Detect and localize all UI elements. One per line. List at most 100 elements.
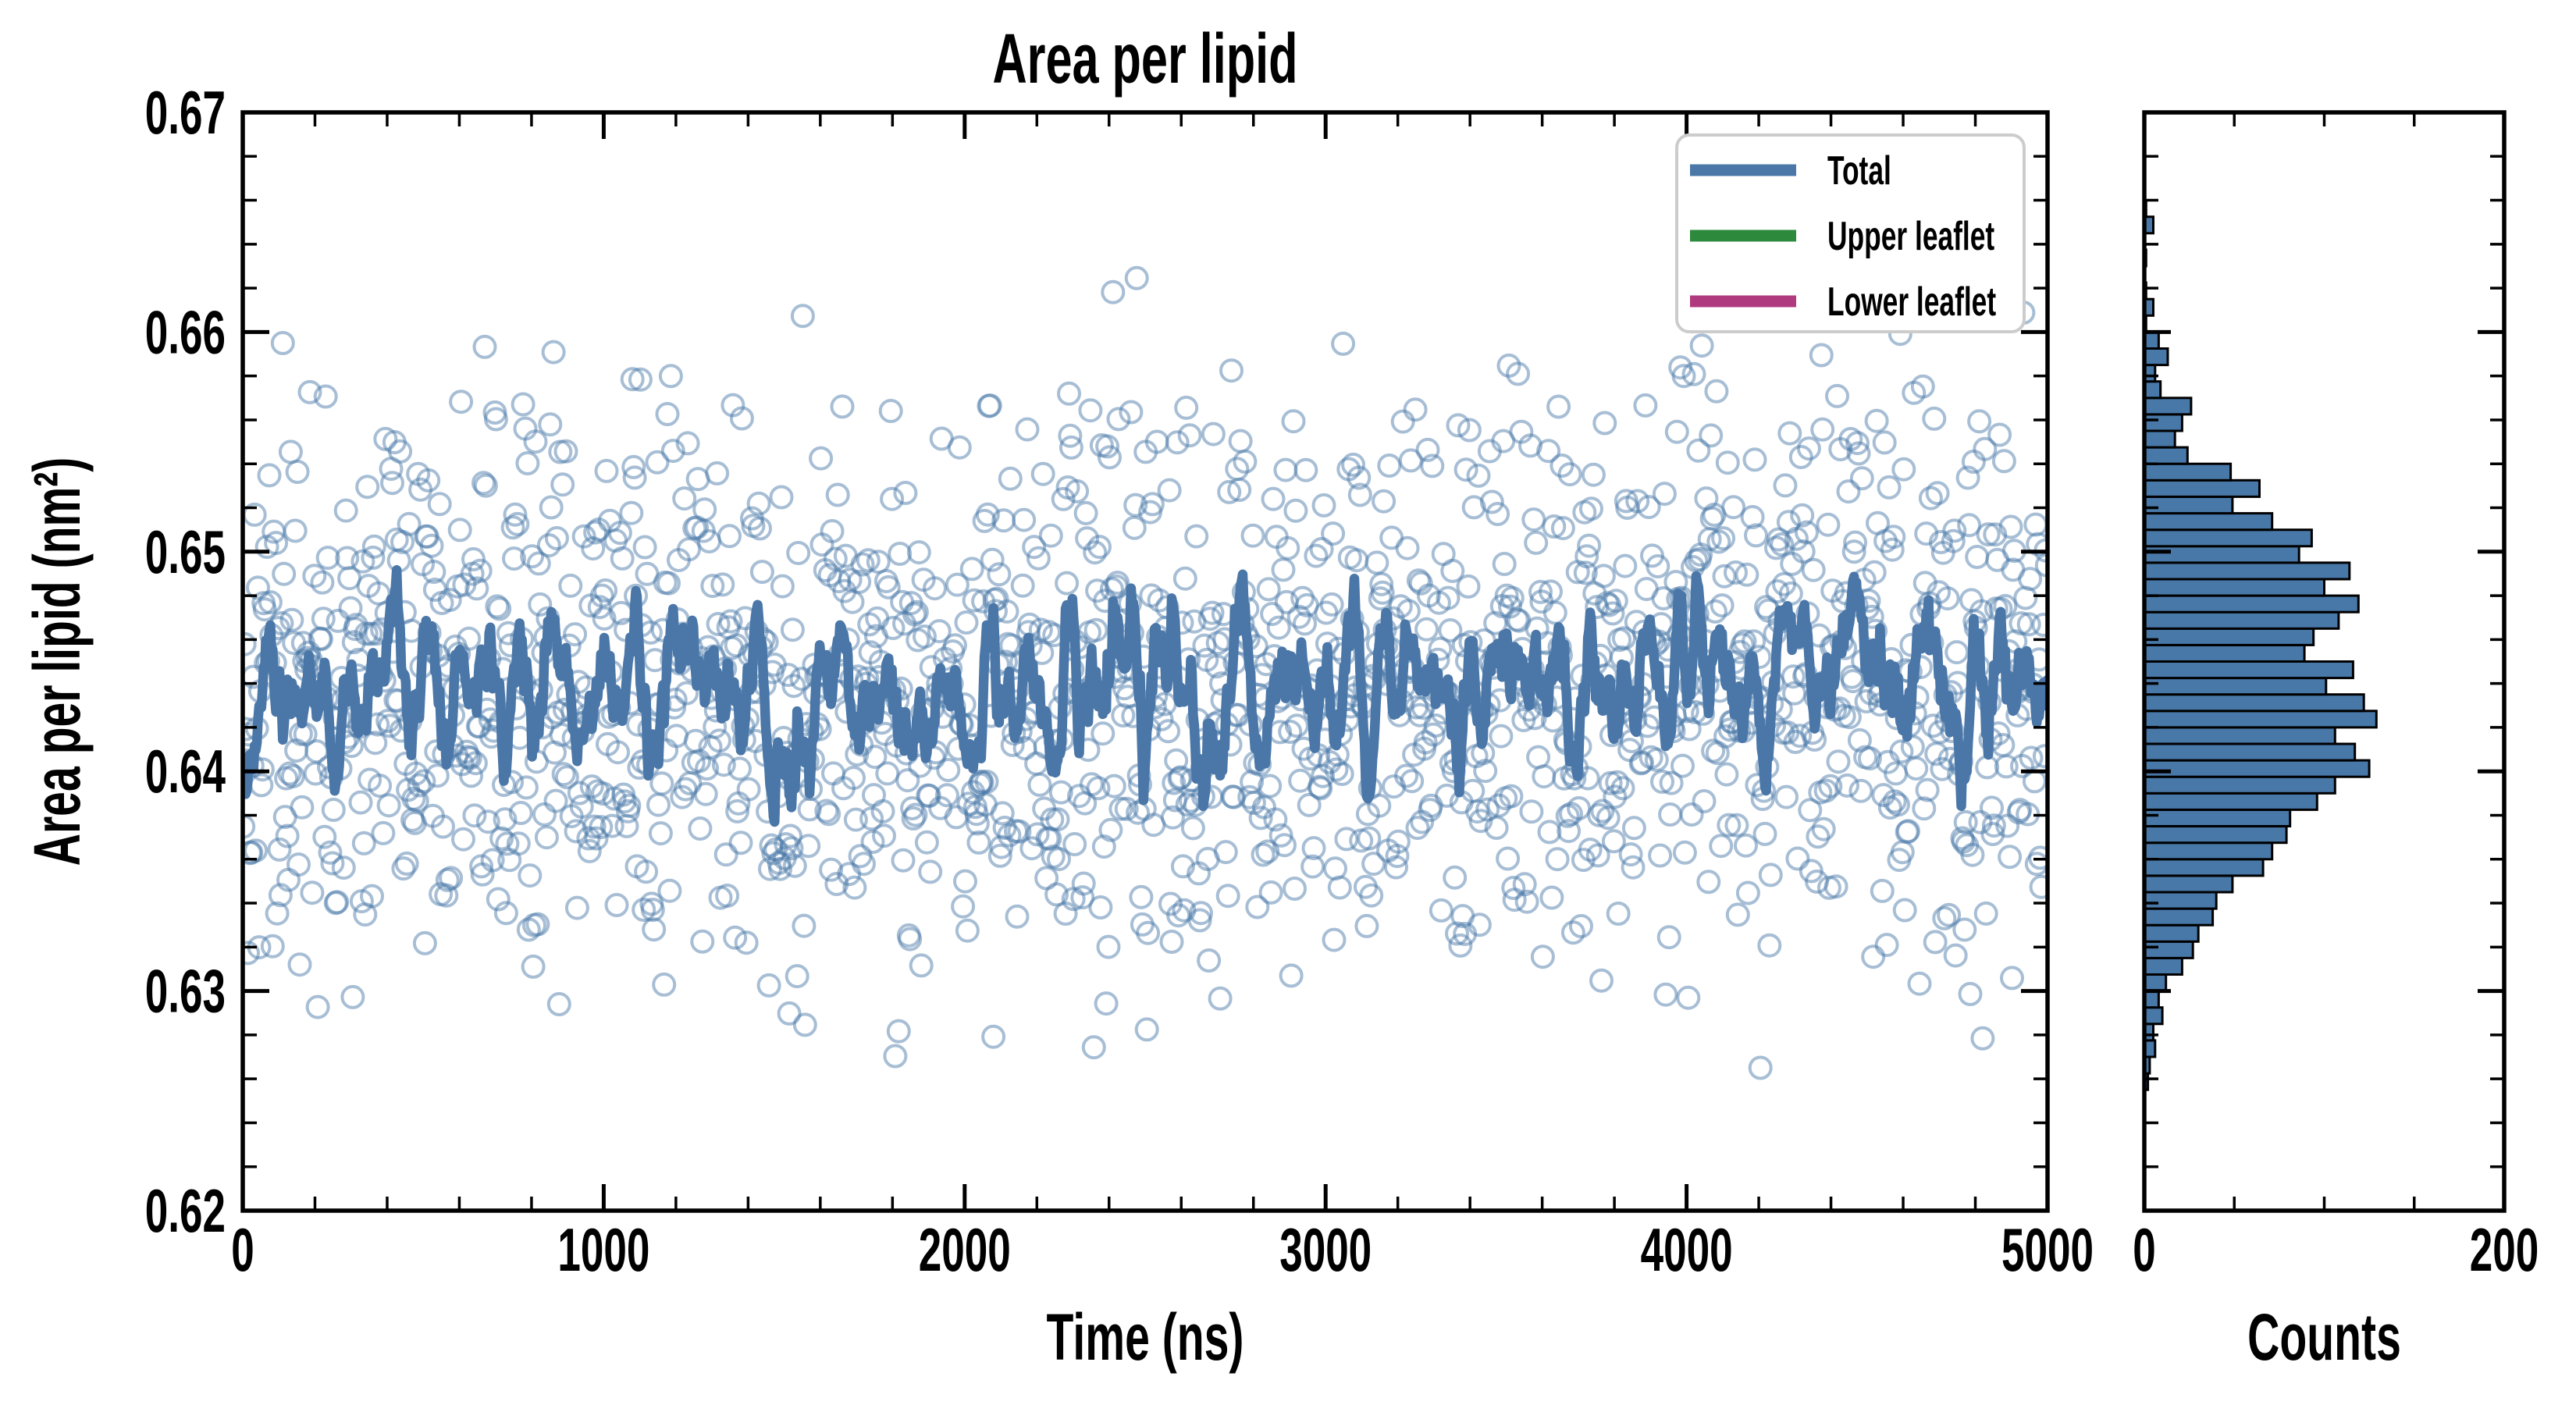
scatter-point (820, 519, 845, 543)
scatter-point (1241, 791, 1266, 815)
scatter-point (1532, 764, 1557, 789)
scatter-point (1777, 421, 1802, 446)
scatter-point (1375, 838, 1400, 863)
scatter-point (1022, 535, 1047, 560)
scatter-point (1319, 592, 1344, 617)
scatter-point (914, 830, 939, 855)
scatter-point (875, 761, 900, 786)
scatter-point (2008, 611, 2033, 636)
scatter-point (300, 880, 325, 905)
scatter-point (1526, 745, 1551, 770)
scatter-point (790, 304, 815, 329)
scatter-point (692, 497, 717, 522)
scatter-point (1493, 786, 1518, 811)
scatter-point (493, 807, 518, 832)
scatter-point (325, 890, 350, 915)
scatter-point (1258, 774, 1283, 799)
histogram-bar (2143, 759, 2371, 778)
scatter-point (1485, 502, 1510, 526)
scatter-point (1565, 560, 1590, 585)
scatter-point (1502, 887, 1527, 912)
scatter-point (1555, 803, 1580, 828)
scatter-point (1255, 839, 1280, 864)
scatter-point (1839, 664, 1864, 689)
scatter-point (464, 576, 489, 601)
scatter-point (891, 848, 916, 873)
scatter-point (821, 761, 845, 786)
scatter-point (987, 562, 1012, 587)
histogram-bar (2143, 940, 2194, 959)
scatter-point (1735, 562, 1759, 587)
scatter-point (1567, 796, 1592, 820)
scatter-point (1646, 554, 1670, 578)
scatter-point (677, 537, 701, 562)
scatter-point (1271, 557, 1296, 582)
scatter-point (1788, 724, 1813, 749)
scatter-point (1251, 795, 1276, 820)
scatter-point (1603, 784, 1628, 809)
scatter-point (1200, 600, 1225, 625)
scatter-point (1506, 361, 1531, 386)
scatter-point (1613, 553, 1638, 578)
scatter-point (358, 767, 382, 792)
scatter-point (567, 781, 592, 806)
scatter-point (1453, 457, 1478, 482)
scatter-point (1681, 361, 1706, 386)
scatter-point (1648, 843, 1673, 868)
scatter-point (1606, 902, 1631, 926)
scatter-point (333, 498, 358, 523)
scatter-point (449, 389, 474, 414)
scatter-point (1826, 749, 1851, 774)
scatter-point (1742, 447, 1767, 472)
scatter-point (989, 834, 1014, 859)
scatter-point (1172, 898, 1197, 923)
scatter-point (902, 602, 927, 627)
scatter-point (526, 551, 551, 576)
scatter-point (394, 851, 419, 876)
scatter-point (1448, 933, 1473, 958)
scatter-point (786, 541, 811, 565)
scatter-point (1073, 791, 1098, 816)
scatter-point (571, 524, 596, 549)
scatter-point (1136, 920, 1161, 945)
scatter-point (586, 518, 611, 542)
scatter-point (1067, 784, 1091, 809)
scatter-point (653, 570, 678, 595)
scatter-point (1585, 843, 1610, 868)
scatter-point (1980, 795, 2004, 820)
scatter-point (1015, 417, 1040, 442)
scatter-point (373, 426, 398, 451)
scatter-point (1256, 577, 1281, 602)
scatter-point (1197, 948, 1222, 973)
scatter-point (257, 463, 282, 488)
scatter-point (612, 789, 637, 814)
x-tick-label: 1000 (557, 1215, 649, 1284)
scatter-point (1805, 870, 1829, 894)
scatter-point (593, 578, 618, 603)
scatter-point (906, 628, 930, 653)
scatter-point (1837, 705, 1862, 730)
histogram-bar (2143, 594, 2360, 614)
scatter-point (1379, 525, 1404, 550)
scatter-point (2034, 553, 2046, 578)
scatter-point (1699, 506, 1724, 531)
scatter-point (378, 713, 403, 738)
scatter-point (901, 806, 926, 831)
scatter-point (688, 816, 713, 841)
scatter-point (1923, 930, 1948, 955)
scatter-point (1037, 620, 1061, 645)
scatter-point (246, 575, 270, 600)
scatter-point (1175, 792, 1200, 817)
scatter-point (607, 521, 632, 546)
scatter-point (1603, 589, 1628, 614)
scatter-point (254, 535, 279, 560)
scatter-point (1445, 921, 1469, 946)
scatter-point (664, 724, 689, 749)
scatter-point (275, 823, 300, 848)
scatter-point (1204, 654, 1229, 679)
scatter-point (1091, 834, 1116, 859)
scatter-point (706, 612, 731, 636)
scatter-point (415, 524, 439, 549)
scatter-point (1108, 796, 1133, 821)
scatter-point (360, 884, 384, 909)
